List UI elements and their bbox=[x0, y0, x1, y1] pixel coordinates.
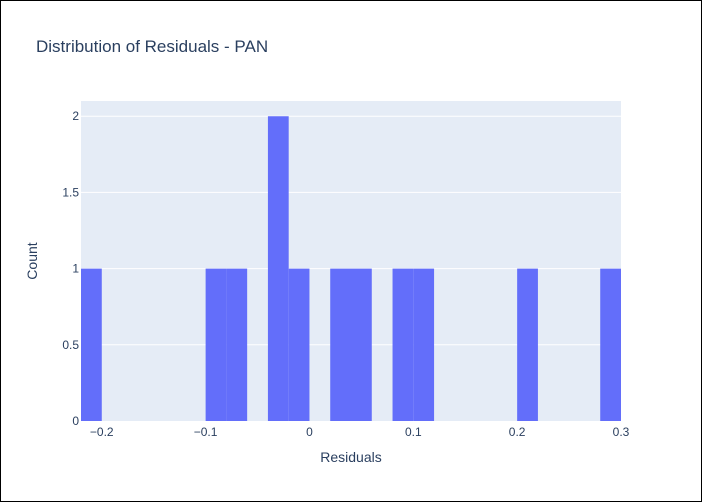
x-tick-label: 0.1 bbox=[405, 425, 422, 439]
histogram-bar bbox=[81, 268, 102, 421]
histogram-bar bbox=[288, 268, 310, 421]
histogram-bar bbox=[226, 268, 248, 421]
y-tick-label: 2 bbox=[72, 109, 79, 123]
y-tick-label: 0 bbox=[72, 414, 79, 428]
x-axis-title: Residuals bbox=[320, 449, 381, 465]
y-tick-label: 1 bbox=[72, 262, 79, 276]
histogram-bar bbox=[517, 268, 538, 421]
x-tick-label: 0 bbox=[306, 425, 313, 439]
chart-title: Distribution of Residuals - PAN bbox=[36, 37, 268, 56]
histogram-bar bbox=[413, 268, 435, 421]
histogram-bar bbox=[600, 268, 621, 421]
x-tick-label: 0.3 bbox=[613, 425, 630, 439]
y-axis-ticks: 0 0.5 1 1.5 2 bbox=[62, 109, 79, 428]
x-tick-label: −0.1 bbox=[194, 425, 218, 439]
y-axis-title: Count bbox=[24, 242, 40, 279]
histogram-bar bbox=[351, 268, 372, 421]
bars bbox=[81, 116, 621, 421]
y-tick-label: 1.5 bbox=[62, 185, 79, 199]
histogram-bar bbox=[205, 268, 227, 421]
x-axis-ticks: −0.2 −0.1 0 0.1 0.2 0.3 bbox=[90, 425, 630, 439]
histogram-bar bbox=[392, 268, 414, 421]
y-tick-label: 0.5 bbox=[62, 338, 79, 352]
x-tick-label: 0.2 bbox=[509, 425, 526, 439]
histogram-bar bbox=[267, 116, 289, 421]
x-tick-label: −0.2 bbox=[90, 425, 114, 439]
histogram-bar bbox=[330, 268, 351, 421]
